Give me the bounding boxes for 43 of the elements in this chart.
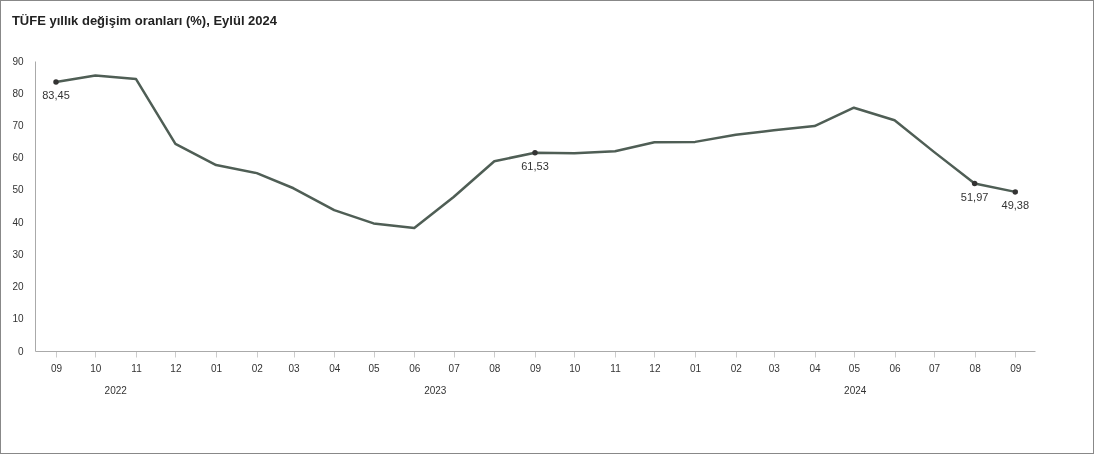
text: 2024 [844, 385, 867, 396]
x-tick-label: 11 [610, 362, 622, 374]
x-tick-label: 12 [170, 362, 182, 374]
y-tick-label: 0 [17, 345, 24, 357]
y-tick-label: 90 [12, 55, 24, 67]
data-label: 49,38 [1001, 198, 1030, 211]
text: 2022 [104, 385, 128, 396]
y-tick-label: 40 [12, 216, 24, 228]
x-tick-label: 04 [329, 362, 341, 374]
y-tick-label: 70 [12, 119, 24, 131]
x-tick-label: 04 [809, 362, 822, 374]
x-tick-label: 02 [730, 362, 743, 374]
y-tick-label: 30 [12, 248, 24, 260]
x-tick-label: 09 [529, 362, 542, 374]
x-tick-label: 10 [569, 362, 581, 374]
x-tick-label: 09 [50, 362, 63, 374]
x-tick-label: 05 [848, 362, 861, 374]
x-tick-label: 01 [690, 362, 702, 374]
x-tick-label: 07 [928, 362, 941, 374]
x-tick-label: 08 [489, 362, 501, 374]
x-tick-label: 02 [251, 362, 264, 374]
data-label: 51,97 [960, 190, 989, 203]
x-tick-label: 03 [768, 362, 781, 374]
x-tick-label: 06 [889, 362, 902, 374]
x-tick-label: 10 [90, 362, 102, 374]
text: 2023 [424, 385, 447, 396]
x-tick-label: 06 [409, 362, 421, 374]
data-label: 61,53 [521, 159, 549, 172]
x-tick-label: 03 [288, 362, 301, 374]
chart-title: TÜFE yıllık değişim oranları (%), Eylül 2024 [11, 13, 278, 28]
x-tick-label: 09 [1010, 362, 1022, 374]
y-tick-label: 50 [12, 184, 24, 196]
x-tick-label: 11 [131, 362, 143, 374]
y-tick-label: 10 [12, 313, 24, 325]
x-tick-label: 08 [969, 362, 982, 374]
x-tick-label: 07 [448, 362, 461, 374]
data-label: 83,45 [42, 89, 70, 102]
y-tick-label: 80 [12, 87, 24, 99]
y-tick-label: 60 [12, 152, 24, 164]
y-tick-label: 20 [12, 281, 24, 293]
x-tick-label: 12 [649, 362, 661, 374]
x-tick-label: 01 [211, 362, 223, 374]
x-tick-label: 05 [368, 362, 381, 374]
